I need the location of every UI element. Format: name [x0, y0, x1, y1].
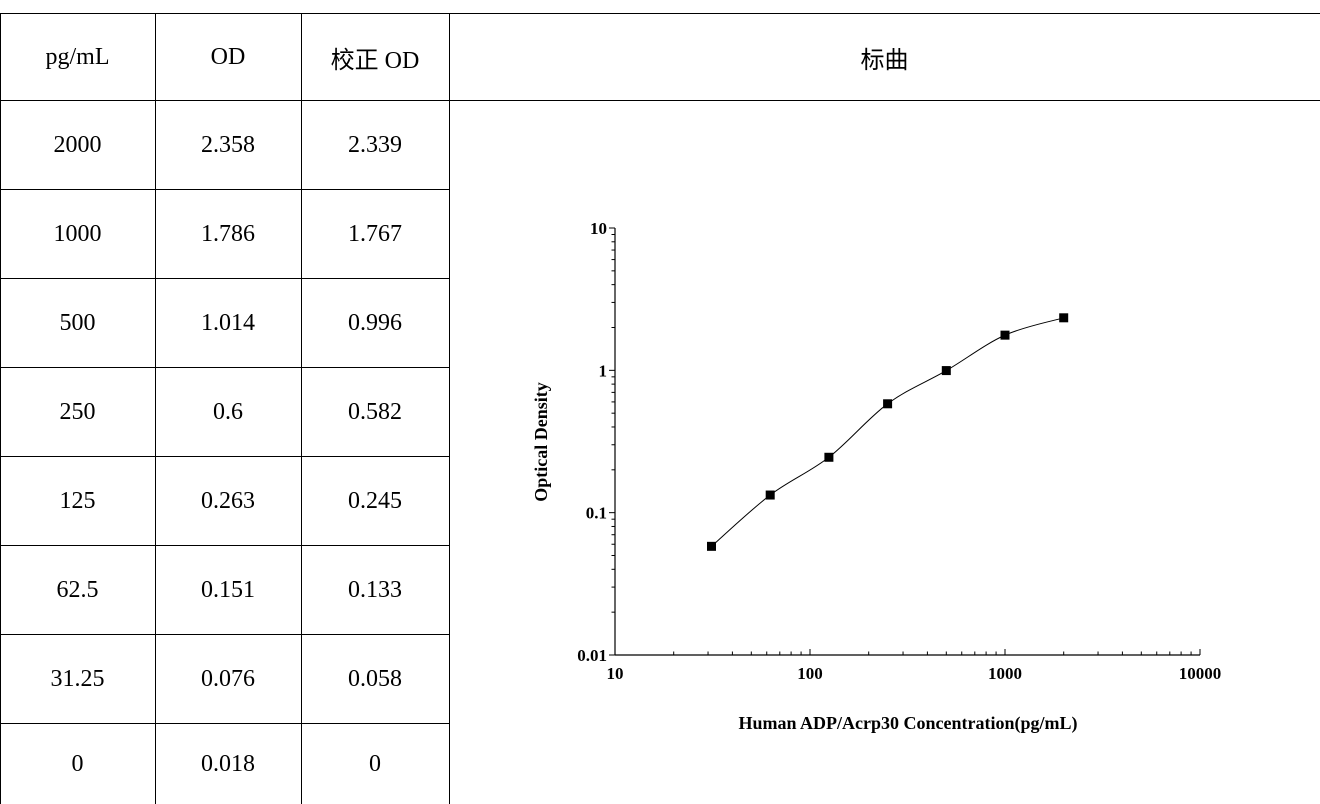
cell-od: 0.076	[201, 666, 255, 692]
y-axis-label: Optical Density	[531, 382, 551, 502]
data-point	[883, 399, 893, 409]
cell-concentration: 62.5	[56, 577, 99, 603]
header-corrected-od: 校正 OD	[330, 47, 420, 74]
cell-od: 0.018	[201, 750, 255, 777]
header-concentration: pg/mL	[45, 43, 110, 70]
fit-curve	[711, 317, 1064, 547]
data-point	[1059, 313, 1069, 323]
y-tick-label: 10	[590, 219, 607, 238]
cell-od: 0.263	[201, 488, 255, 514]
chart-axes: 10 100 1000 10000 0.01 0.1 1 10	[577, 219, 1221, 683]
y-tick-label: 1	[599, 361, 608, 380]
header-od: OD	[210, 43, 246, 70]
cell-od: 0.151	[201, 577, 255, 603]
data-point	[824, 452, 834, 462]
cell-concentration: 0	[71, 750, 84, 777]
x-tick-label: 100	[797, 664, 823, 683]
standard-curve-chart: 10 100 1000 10000 0.01 0.1 1 10 Human ADP/Acrp3…	[531, 219, 1221, 734]
cell-od: 1.786	[201, 221, 255, 247]
x-tick-label: 10	[607, 664, 624, 683]
x-axis-label: Human ADP/Acrp30 Concentration(pg/mL)	[739, 713, 1078, 734]
cell-concentration: 2000	[53, 132, 102, 158]
cell-corrected-od: 2.339	[348, 132, 402, 158]
cell-corrected-od: 0.133	[348, 577, 402, 603]
cell-corrected-od: 0.245	[348, 488, 402, 514]
x-tick-label: 10000	[1179, 664, 1222, 683]
data-point	[706, 541, 716, 551]
data-point	[765, 490, 775, 500]
cell-corrected-od: 1.767	[348, 221, 402, 247]
cell-od: 0.6	[213, 399, 243, 425]
cell-corrected-od: 0	[369, 750, 381, 777]
cell-corrected-od: 0.582	[348, 399, 402, 425]
chart-title: 标曲	[860, 45, 909, 74]
cell-concentration: 31.25	[50, 666, 105, 692]
x-tick-label: 1000	[988, 664, 1022, 683]
cell-concentration: 125	[59, 488, 96, 514]
cell-concentration: 250	[59, 399, 96, 425]
cell-concentration: 1000	[53, 221, 102, 247]
cell-corrected-od: 0.058	[348, 666, 402, 692]
cell-od: 2.358	[201, 132, 255, 158]
y-tick-label: 0.01	[577, 646, 607, 665]
data-point	[941, 366, 951, 376]
data-points	[706, 313, 1069, 551]
cell-corrected-od: 0.996	[348, 310, 402, 336]
y-tick-label: 0.1	[586, 504, 607, 523]
cell-od: 1.014	[201, 310, 255, 336]
data-point	[1000, 330, 1010, 340]
cell-concentration: 500	[59, 310, 96, 336]
